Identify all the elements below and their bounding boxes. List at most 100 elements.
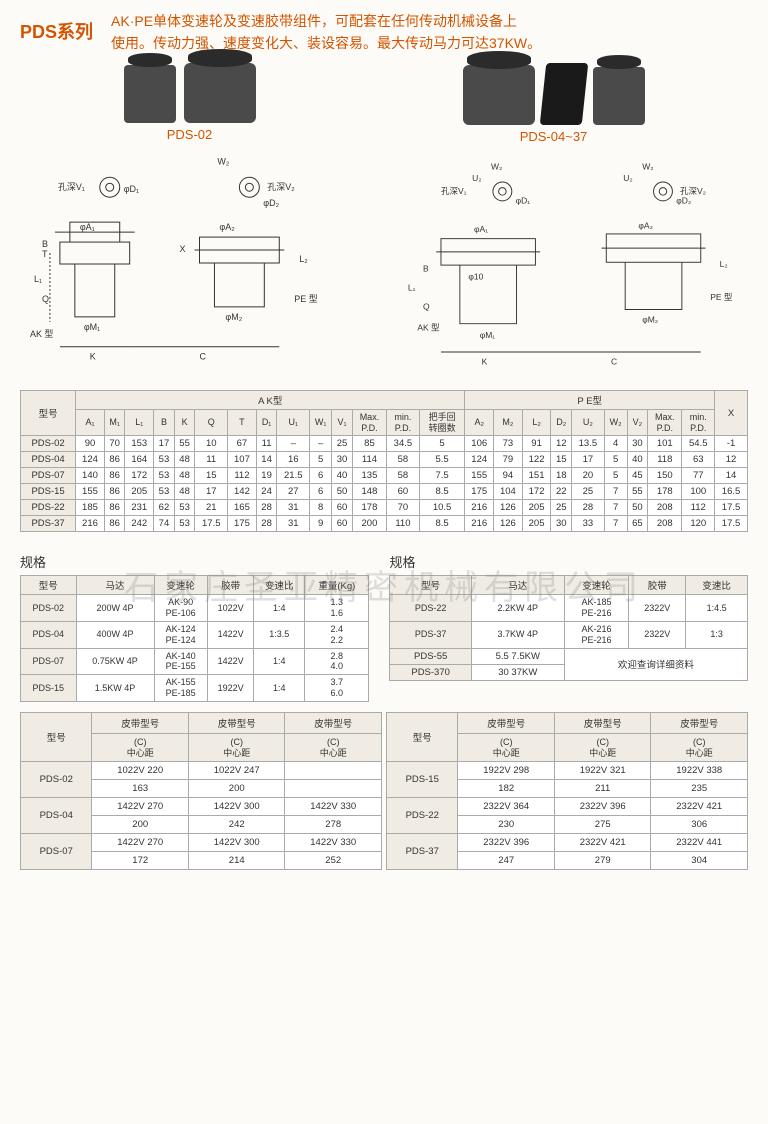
cell: 9 xyxy=(310,516,332,532)
cell: 63 xyxy=(682,452,715,468)
svg-text:φA₂: φA₂ xyxy=(219,222,235,232)
pe-col: D₂ xyxy=(551,409,572,436)
cell: 242 xyxy=(125,516,154,532)
cell: 120 xyxy=(682,516,715,532)
cell: 2.2KW 4P xyxy=(471,595,564,622)
cell: 185 xyxy=(76,500,105,516)
cell: 50 xyxy=(332,484,353,500)
cell: 53 xyxy=(174,500,195,516)
cell: 1:3 xyxy=(686,621,748,648)
cell: 53 xyxy=(174,516,195,532)
model-cell: PDS-04 xyxy=(21,798,92,834)
ak-col: L₁ xyxy=(125,409,154,436)
cell: 101 xyxy=(648,436,682,452)
cell: 6 xyxy=(310,468,332,484)
cell: 77 xyxy=(682,468,715,484)
ak-col: U₁ xyxy=(277,409,310,436)
cell: 86 xyxy=(104,468,125,484)
col-model: 型号 xyxy=(21,712,92,762)
cell: 172 xyxy=(522,484,551,500)
col-center: (C)中心距 xyxy=(188,733,285,762)
svg-text:W₂: W₂ xyxy=(642,161,653,171)
cell: PDS-04 xyxy=(21,621,77,648)
cell: 16 xyxy=(277,452,310,468)
cell: 85 xyxy=(352,436,386,452)
cell: 164 xyxy=(125,452,154,468)
svg-text:AK 型: AK 型 xyxy=(417,322,440,332)
cell: 142 xyxy=(228,484,257,500)
cell: 70 xyxy=(104,436,125,452)
table-row: PDS-070.75KW 4PAK-140PE-1551422V1:42.84.… xyxy=(21,648,369,675)
cell: 17 xyxy=(195,484,228,500)
svg-text:φD₂: φD₂ xyxy=(263,198,279,208)
cell: 15 xyxy=(195,468,228,484)
cell: 200W 4P xyxy=(76,595,154,622)
model-cell: PDS-07 xyxy=(21,834,92,870)
svg-text:X: X xyxy=(180,244,186,254)
cell: 2.84.0 xyxy=(305,648,369,675)
pulley-icon xyxy=(184,63,256,123)
cell: 60 xyxy=(332,516,353,532)
cell: 17.5 xyxy=(715,500,748,516)
cell: 22 xyxy=(551,484,572,500)
svg-text:孔深V₁: 孔深V₁ xyxy=(58,182,85,192)
svg-text:U₂: U₂ xyxy=(623,173,632,183)
cell: 10.5 xyxy=(419,500,465,516)
merge-cell: 欢迎查询详细资料 xyxy=(564,648,747,680)
cell: 1:4 xyxy=(254,675,305,702)
ak-col: min.P.D. xyxy=(387,409,420,436)
product-group-left: PDS-02 xyxy=(124,63,256,144)
cell: 5 xyxy=(310,452,332,468)
cell: 112 xyxy=(228,468,257,484)
col-model: 型号 xyxy=(21,390,76,436)
pe-col: Max.P.D. xyxy=(648,409,682,436)
cell: 3.7KW 4P xyxy=(471,621,564,648)
cell: 230 xyxy=(458,816,555,834)
cell: 7 xyxy=(604,500,627,516)
cell: 205 xyxy=(522,500,551,516)
cell: 10 xyxy=(195,436,228,452)
cell: 28 xyxy=(256,516,277,532)
cell: 275 xyxy=(554,816,651,834)
cell: 53 xyxy=(154,452,175,468)
cell: 55 xyxy=(174,436,195,452)
col-center: (C)中心距 xyxy=(651,733,748,762)
cell: 122 xyxy=(522,452,551,468)
cell: 17.5 xyxy=(715,516,748,532)
cell: 48 xyxy=(174,452,195,468)
table-row: PDS-373.7KW 4PAK-216PE-2162322V1:3 xyxy=(390,621,748,648)
cell: 20 xyxy=(572,468,605,484)
ak-col: B xyxy=(154,409,175,436)
svg-text:φM₂: φM₂ xyxy=(642,315,658,325)
col-center: (C)中心距 xyxy=(554,733,651,762)
cell: 2322V 421 xyxy=(651,798,748,816)
cell: 205 xyxy=(522,516,551,532)
cell: 14 xyxy=(715,468,748,484)
cell: 1:4 xyxy=(254,595,305,622)
spec-col: 胶带 xyxy=(629,576,686,595)
svg-text:φD₂: φD₂ xyxy=(676,195,691,205)
col-belt: 皮带型号 xyxy=(285,712,382,733)
table-row: PDS-04400W 4PAK-124PE-1241422V1:3.52.42.… xyxy=(21,621,369,648)
cell: 73 xyxy=(494,436,523,452)
cell: 124 xyxy=(76,452,105,468)
cell xyxy=(285,762,382,780)
cell: 1422V 330 xyxy=(285,798,382,816)
spec-col: 型号 xyxy=(21,576,77,595)
cell: 17 xyxy=(572,452,605,468)
cell: PDS-55 xyxy=(390,648,471,664)
svg-text:φA₁: φA₁ xyxy=(80,222,95,232)
col-group-pe: P E型 xyxy=(465,390,715,409)
product-group-right: PDS-04~37 xyxy=(463,63,645,144)
table-row: PDS-02200W 4PAK-90PE-1061022V1:41.31.6 xyxy=(21,595,369,622)
cell xyxy=(285,780,382,798)
spec-col: 变速轮 xyxy=(154,576,207,595)
cell: 1.5KW 4P xyxy=(76,675,154,702)
cell: 94 xyxy=(494,468,523,484)
col-model: 型号 xyxy=(387,712,458,762)
ak-col: T xyxy=(228,409,257,436)
cell: 208 xyxy=(648,500,682,516)
cell: 200 xyxy=(352,516,386,532)
cell: 62 xyxy=(154,500,175,516)
cell: AK-216PE-216 xyxy=(564,621,629,648)
